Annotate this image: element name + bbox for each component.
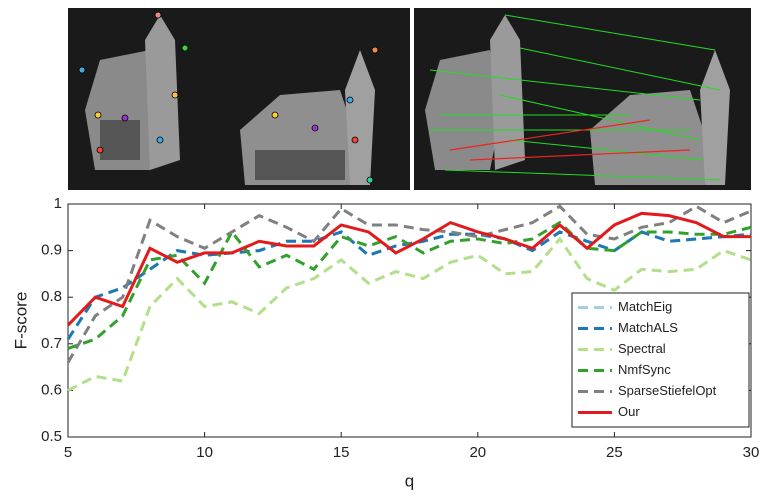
y-tick-label: 0.5 bbox=[41, 428, 62, 445]
x-tick-label: 25 bbox=[606, 444, 623, 461]
y-tick-label: 0.9 bbox=[41, 242, 62, 259]
image-pair-right bbox=[414, 8, 751, 190]
y-axis-label: F-score bbox=[11, 292, 30, 350]
y-tick-label: 0.8 bbox=[41, 288, 62, 305]
x-tick-label: 30 bbox=[743, 444, 760, 461]
x-tick-label: 15 bbox=[333, 444, 350, 461]
y-tick-label: 0.6 bbox=[41, 381, 62, 398]
legend-label: MatchEig bbox=[618, 299, 672, 314]
legend-label: Our bbox=[618, 404, 640, 419]
x-tick-label: 10 bbox=[196, 444, 213, 461]
image-pair-left bbox=[68, 8, 410, 190]
legend-label: NmfSync bbox=[618, 362, 671, 377]
y-tick-label: 0.7 bbox=[41, 335, 62, 352]
legend-label: MatchALS bbox=[618, 320, 678, 335]
y-tick-label: 1 bbox=[54, 195, 62, 212]
x-tick-label: 5 bbox=[64, 444, 72, 461]
figure: 0.50.60.70.80.9151015202530qF-scoreMatch… bbox=[0, 0, 760, 493]
legend-label: SparseStiefelOpt bbox=[618, 383, 717, 398]
legend-label: Spectral bbox=[618, 341, 666, 356]
x-axis-label: q bbox=[405, 471, 414, 490]
x-tick-label: 20 bbox=[469, 444, 486, 461]
